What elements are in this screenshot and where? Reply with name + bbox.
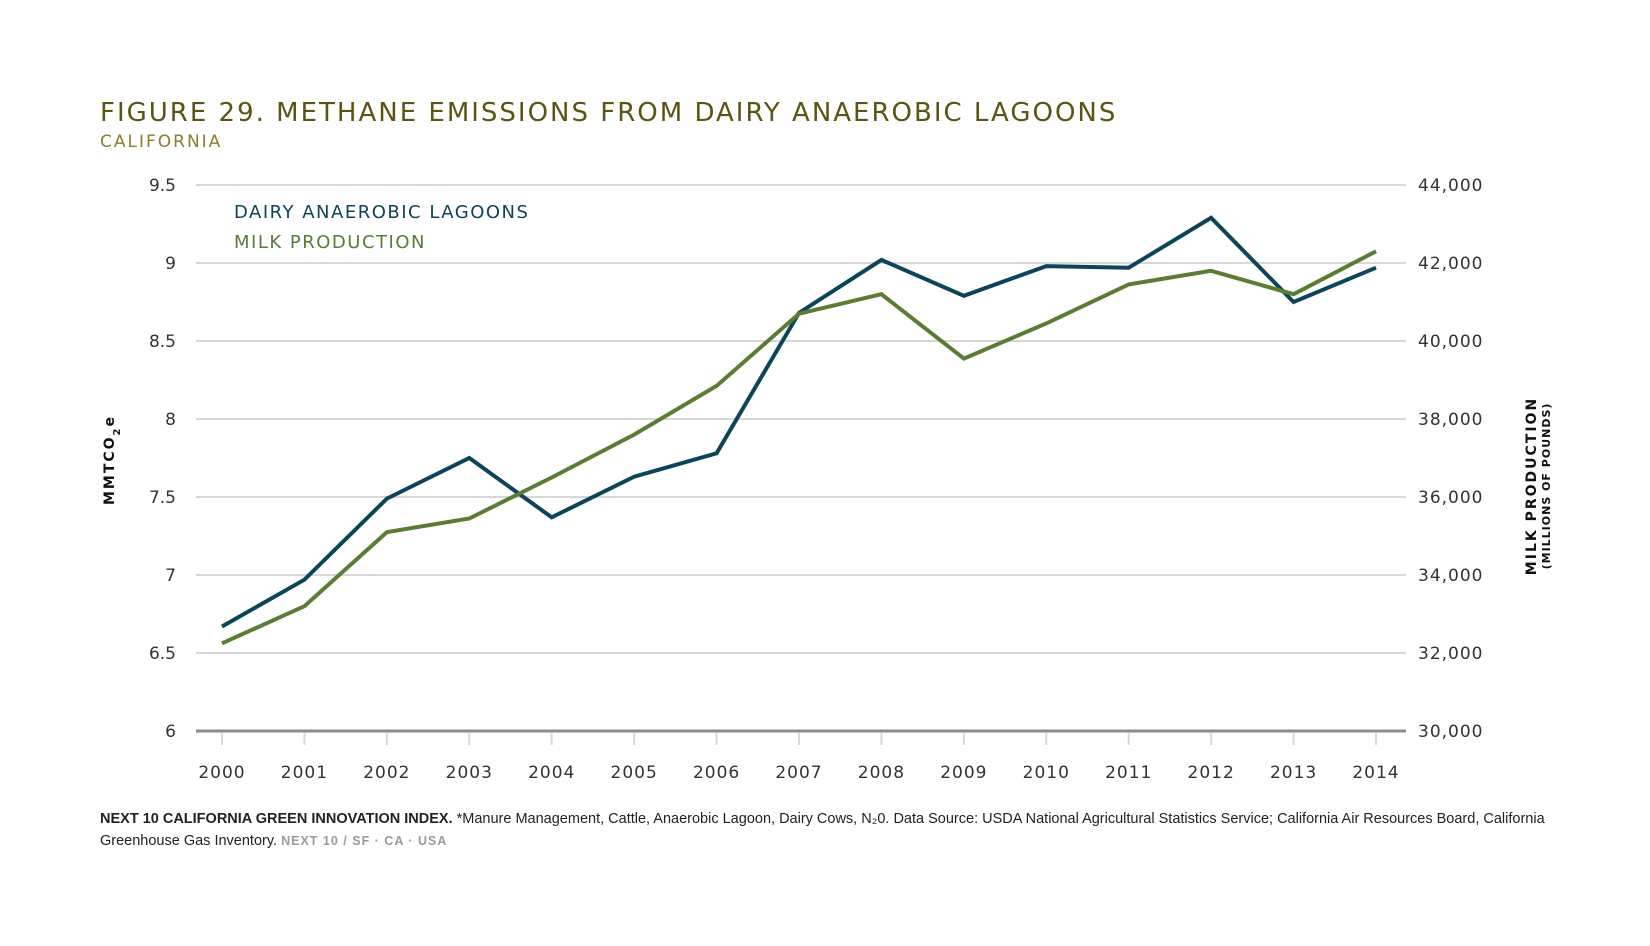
legend-entry-milk-production: MILK PRODUCTION [234, 232, 426, 253]
series-line-milk-production [221, 249, 1377, 646]
y-right-tick-label: 40,000 [1418, 332, 1483, 352]
x-tick-label: 2011 [1105, 763, 1152, 783]
footer-source-label: NEXT 10 CALIFORNIA GREEN INNOVATION INDE… [100, 811, 453, 827]
y-left-axis-label: MMTCO2e [102, 415, 123, 505]
gridlines [196, 184, 1406, 745]
x-tick-label: 2004 [528, 763, 575, 783]
y-right-tick-label: 42,000 [1418, 254, 1483, 274]
x-tick-label: 2010 [1023, 763, 1070, 783]
x-tick-label: 2009 [940, 763, 987, 783]
y-left-tick-label: 7.5 [149, 488, 176, 508]
tick-labels: 6 30,000 6.5 32,000 7 34,000 7.5 36,000 8 38,000 8… [149, 176, 1483, 783]
footer-credit: NEXT 10 / SF · CA · USA [281, 834, 448, 848]
svg-text:MMTCO2e: MMTCO2e [102, 415, 123, 505]
x-tick-label: 2005 [611, 763, 658, 783]
x-tick-label: 2007 [775, 763, 822, 783]
series-lines [221, 215, 1377, 646]
x-tick-label: 2008 [858, 763, 905, 783]
y-right-tick-label: 32,000 [1418, 644, 1483, 664]
x-tick-label: 2013 [1270, 763, 1317, 783]
chart-footer: NEXT 10 CALIFORNIA GREEN INNOVATION INDE… [100, 808, 1560, 852]
x-tick-label: 2014 [1352, 763, 1399, 783]
y-left-tick-label: 6 [165, 722, 176, 742]
y-right-tick-label: 44,000 [1418, 176, 1483, 196]
chart-title: FIGURE 29. METHANE EMISSIONS FROM DAIRY … [100, 98, 1118, 128]
legend-entry-dairy-anaerobic-lagoons: DAIRY ANAEROBIC LAGOONS [234, 202, 529, 223]
x-tick-label: 2006 [693, 763, 740, 783]
x-tick-label: 2002 [363, 763, 410, 783]
chart-subtitle: CALIFORNIA [100, 132, 223, 152]
x-tick-label: 2003 [446, 763, 493, 783]
legend: DAIRY ANAEROBIC LAGOONS MILK PRODUCTION [234, 202, 529, 253]
y-left-tick-label: 9 [165, 254, 176, 274]
y-left-tick-label: 9.5 [149, 176, 176, 196]
x-tick-label: 2000 [198, 763, 245, 783]
x-tick-label: 2001 [281, 763, 328, 783]
y-left-tick-label: 8.5 [149, 332, 176, 352]
y-left-tick-label: 7 [165, 566, 176, 586]
y-right-tick-label: 34,000 [1418, 566, 1483, 586]
y-right-tick-label: 36,000 [1418, 488, 1483, 508]
y-left-tick-label: 8 [165, 410, 176, 430]
y-right-axis-label: MILK PRODUCTION (MILLIONS OF POUNDS) [1524, 397, 1553, 575]
y-right-tick-label: 38,000 [1418, 410, 1483, 430]
series-line-dairy-anaerobic-lagoons [221, 215, 1377, 629]
svg-text:MILK PRODUCTION: MILK PRODUCTION [1524, 397, 1540, 575]
footer-note: *Manure Management, Cattle, Anaerobic La… [100, 811, 1545, 849]
x-tick-label: 2012 [1188, 763, 1235, 783]
y-left-tick-label: 6.5 [149, 644, 176, 664]
y-right-tick-label: 30,000 [1418, 722, 1483, 742]
svg-text:(MILLIONS OF POUNDS): (MILLIONS OF POUNDS) [1540, 403, 1553, 570]
